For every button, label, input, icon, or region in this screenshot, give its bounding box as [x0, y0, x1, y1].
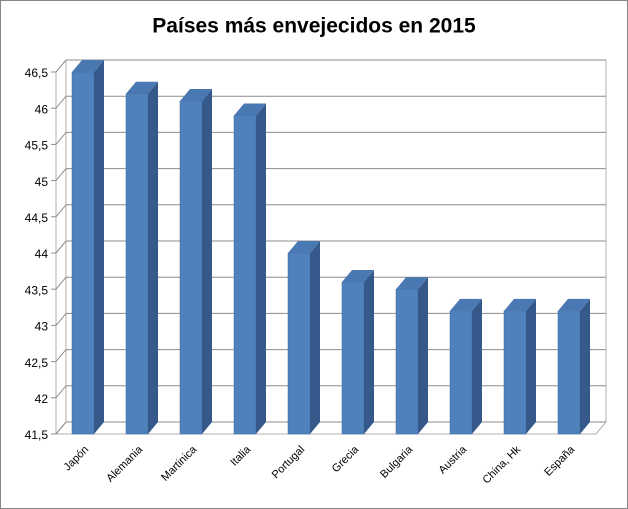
bar-side	[526, 298, 536, 434]
y-tick-label: 44	[35, 247, 49, 261]
y-tick-label: 46	[35, 102, 49, 116]
bar-top	[558, 298, 590, 311]
bar	[233, 115, 257, 435]
y-tick-label: 45	[35, 175, 49, 189]
grid-line-side	[55, 59, 67, 73]
bar-top	[126, 81, 158, 94]
bar-top	[342, 269, 374, 282]
grid-line-side	[55, 204, 67, 218]
bar	[449, 310, 473, 435]
y-tick-label: 43	[35, 320, 49, 334]
grid-line-side	[55, 95, 67, 109]
bar-side	[256, 103, 266, 434]
y-tick-label: 41,5	[25, 428, 49, 442]
y-tick-label: 42,5	[25, 356, 49, 370]
grid-line-side	[55, 132, 67, 145]
bar-side	[310, 241, 320, 434]
bar-side	[94, 60, 104, 434]
chart-title: Países más envejecidos en 2015	[152, 15, 476, 38]
bar	[557, 310, 581, 435]
y-tick-label: 44,5	[25, 211, 49, 225]
grid-line-side	[55, 349, 67, 362]
grid-line-side	[55, 313, 67, 326]
bar	[341, 281, 365, 435]
grid-line-side	[55, 421, 67, 435]
bar	[503, 310, 527, 435]
bar-side	[364, 269, 374, 434]
bar-top	[234, 103, 266, 116]
bar-side	[148, 81, 158, 434]
bar	[125, 93, 149, 435]
bar-top	[288, 241, 320, 253]
bar	[71, 71, 95, 435]
bar-top	[72, 60, 104, 72]
y-tick-label: 43,5	[25, 283, 49, 297]
bar-top	[180, 88, 212, 101]
bar-side	[472, 298, 482, 434]
grid-line-side	[55, 240, 67, 254]
bar	[287, 252, 311, 435]
bar-side	[418, 277, 428, 434]
grid-line-side	[55, 276, 67, 290]
bar-side	[202, 88, 212, 435]
y-tick-label: 42	[35, 392, 49, 406]
y-tick-label: 45,5	[25, 139, 49, 153]
bar-side	[580, 298, 590, 434]
bar	[179, 100, 203, 435]
bar-top	[504, 298, 536, 311]
grid-line-side	[55, 168, 67, 181]
y-tick-label: 46,5	[25, 66, 49, 80]
bar-top	[396, 277, 428, 290]
grid-line-side	[55, 385, 67, 399]
bar	[395, 288, 419, 435]
bar-top	[450, 298, 482, 311]
